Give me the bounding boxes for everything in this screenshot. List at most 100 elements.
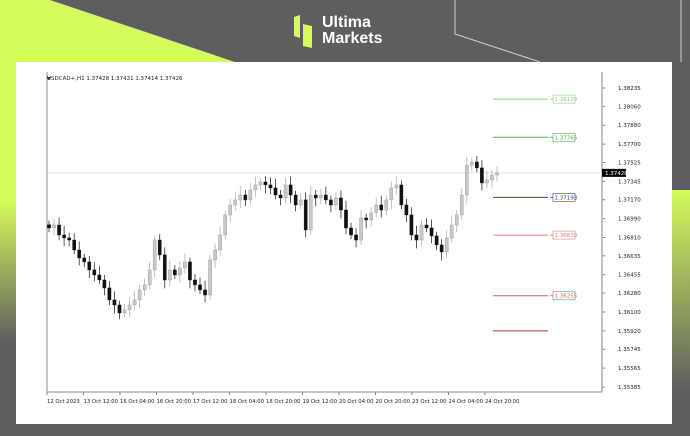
candle-body	[364, 217, 368, 221]
candle-body	[424, 224, 429, 229]
x-tick-label: 16 Oct 20:00	[157, 399, 192, 405]
candle-body	[319, 194, 323, 199]
chart-menu-triangle-icon	[47, 77, 51, 80]
y-tick-label: 1.37345	[618, 179, 641, 185]
y-tick-label: 1.36990	[618, 217, 641, 223]
candle-body	[389, 187, 394, 201]
x-tick-label: 17 Oct 12:00	[193, 399, 228, 405]
level-label-box	[552, 94, 576, 104]
candle-body	[92, 269, 97, 276]
level-label-box	[552, 193, 576, 202]
candle-body	[203, 289, 207, 296]
y-tick-label: 1.35565	[618, 366, 641, 372]
x-tick-label: 16 Oct 04:00	[120, 399, 155, 405]
candle-body	[188, 261, 192, 281]
candle-body	[298, 199, 303, 206]
y-tick-label: 1.35920	[618, 329, 641, 335]
x-tick-label: 24 Oct 20:00	[485, 399, 520, 405]
candle-body	[439, 244, 444, 253]
candle-body	[142, 284, 147, 291]
candle-body	[293, 194, 298, 206]
candle-body	[308, 194, 313, 231]
candle-body	[384, 199, 389, 211]
y-tick-label: 1.36280	[618, 291, 641, 297]
y-tick-label: 1.37880	[618, 123, 641, 129]
candle-body	[470, 161, 474, 166]
candle-body	[444, 237, 449, 253]
candle-body	[107, 287, 112, 301]
candle-body	[193, 279, 197, 286]
candle-body	[147, 269, 152, 286]
candle-body	[349, 227, 353, 236]
candle-body	[112, 299, 117, 306]
candle-body	[77, 249, 82, 259]
x-tick-label: 20 Oct 04:00	[339, 399, 374, 405]
brand-logo: Ultima Markets	[292, 14, 382, 48]
candle-body	[313, 194, 318, 199]
candle-body	[278, 194, 283, 199]
brand-line2: Markets	[322, 30, 383, 47]
candle-body	[344, 209, 348, 229]
candle-body	[379, 204, 384, 211]
candle-body	[490, 174, 494, 181]
candle-body	[263, 181, 268, 186]
candle-body	[198, 284, 202, 291]
candle-body	[253, 184, 258, 191]
candle-body	[162, 254, 167, 281]
x-tick-label: 24 Oct 04:00	[449, 399, 484, 405]
candle-body	[243, 194, 248, 201]
candle-body	[419, 224, 424, 241]
candle-body	[97, 274, 102, 281]
candle-body	[62, 234, 66, 239]
y-tick-label: 1.36810	[618, 235, 641, 241]
current-price-badge	[602, 168, 626, 177]
ultima-logo-icon	[294, 15, 312, 48]
level-label-box	[552, 230, 576, 240]
candle-body	[414, 234, 419, 241]
candle-body	[399, 184, 404, 206]
brand-line1: Ultima	[322, 14, 371, 31]
y-tick-label: 1.38060	[618, 104, 641, 110]
candle-body	[454, 214, 459, 226]
candle-body	[485, 179, 489, 184]
candle-body	[339, 197, 343, 211]
candle-body	[238, 194, 243, 201]
candle-body	[152, 239, 157, 271]
level-label-box	[552, 133, 576, 142]
candle-body	[283, 184, 288, 199]
candle-body	[157, 239, 162, 256]
candle-body	[228, 204, 233, 216]
y-tick-label: 1.36100	[618, 310, 641, 316]
candle-body	[168, 269, 172, 281]
candle-body	[434, 235, 439, 246]
x-tick-label: 13 Oct 12:00	[84, 399, 119, 405]
candle-body	[273, 187, 278, 196]
candle-body	[449, 224, 454, 239]
level-label: 1.37765	[555, 135, 578, 141]
x-tick-label: 18 Oct 04:00	[230, 399, 265, 405]
candle-body	[178, 267, 182, 276]
candle-body	[67, 237, 71, 241]
candle-body	[132, 299, 137, 306]
candle-body	[213, 249, 217, 261]
candle-body	[208, 259, 212, 296]
candle-body	[459, 194, 464, 216]
candle-body	[334, 197, 338, 206]
candle-body	[404, 204, 409, 216]
candle-body	[47, 224, 51, 229]
candle-body	[429, 227, 434, 237]
candle-body	[87, 261, 92, 271]
level-label: 1.36833	[555, 233, 578, 239]
candle-body	[258, 181, 263, 186]
candle-body	[122, 309, 127, 314]
y-tick-label: 1.35745	[618, 347, 641, 353]
level-label: 1.37193	[555, 195, 578, 201]
candle-body	[324, 194, 328, 201]
candle-body	[303, 199, 308, 231]
candle-body	[288, 184, 293, 196]
y-tick-label: 1.36635	[618, 254, 641, 260]
x-tick-label: 18 Oct 20:00	[266, 399, 301, 405]
candle-body	[223, 214, 227, 236]
